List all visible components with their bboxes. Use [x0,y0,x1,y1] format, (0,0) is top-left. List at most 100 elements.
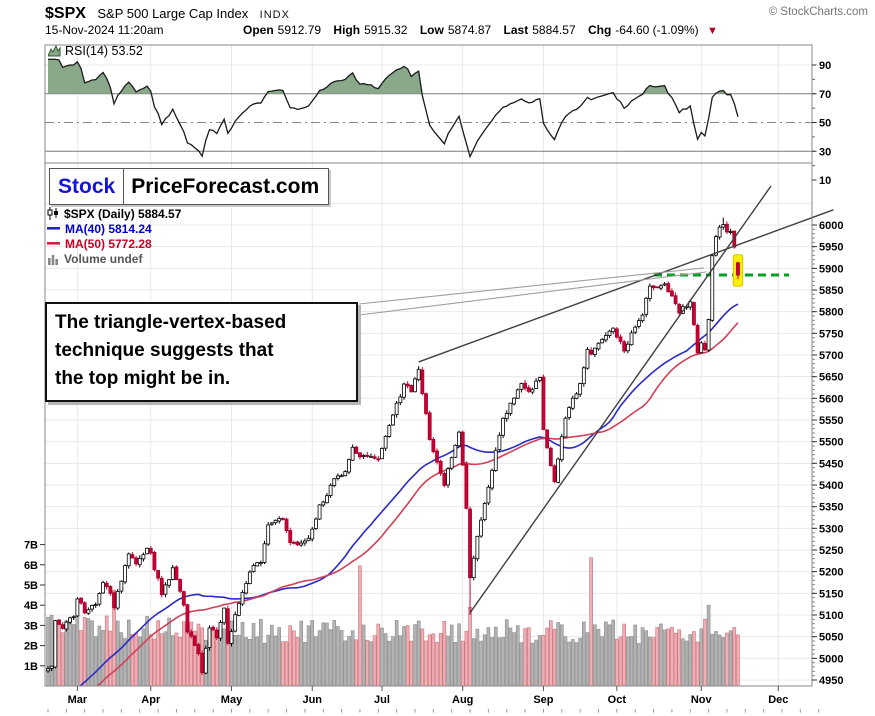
right-axis: 90 70 50 30 10 6000 5950 5900 5850 5800 5750 5700 56… [812,60,843,687]
rsi-overbought-fill [119,82,152,94]
main-chart-legend: $SPX (Daily) 5884.57 MA(40) 5814.24 MA(5… [47,206,181,266]
price-axis-label: 5400 [819,480,843,492]
price-axis-label: 5500 [819,437,843,449]
rsi-overbought-fill [48,59,112,94]
month-axis-label: May [221,694,243,706]
rsi-axis-label: 90 [819,60,831,72]
legend-symbol-line: $SPX (Daily) 5884.57 [64,206,182,221]
price-axis-label: 5450 [819,458,843,470]
month-axis-label: Mar [68,694,88,706]
steep-support-line [469,185,772,614]
callout-line-1 [358,267,705,305]
price-axis-label: 5750 [819,328,843,340]
volume-axis-label: 4B [24,600,38,612]
month-axis-label: Jul [374,694,390,706]
rsi-axis-label: 10 [819,175,831,187]
annotation-line-2: technique suggests that [55,340,274,361]
rsi-line [48,58,739,159]
price-axis-label: 5100 [819,610,843,622]
low-value: 5874.87 [447,23,492,37]
rsi-overbought-fill [266,89,285,94]
volume-layer [46,557,740,686]
price-axis-label: 5200 [819,567,843,579]
price-axis-label: 5650 [819,372,843,384]
rsi-legend-label: RSI(14) 53.52 [65,44,143,58]
rsi-legend: RSI(14) 53.52 [48,44,143,58]
price-axis-label: 5300 [819,523,843,535]
annotation-callout-box: The triangle-vertex-based technique sugg… [45,302,358,402]
chart-header: $SPX S&P 500 Large Cap Index INDX [45,5,290,23]
volume-axis-label: 6B [24,560,38,572]
volume-bars-icon [48,254,58,265]
candlestick-icon [47,207,58,220]
rsi-area-icon [48,45,61,57]
price-axis-label: 5850 [819,285,843,297]
ma50-line [96,322,739,686]
price-axis-label: 5800 [819,307,843,319]
ma40-line [79,303,739,686]
legend-volume: Volume undef [64,251,143,266]
symbol-ticker: $SPX [45,5,86,22]
rsi-panel [45,58,812,159]
volume-axis-label: 5B [24,580,38,592]
price-axis-label: 5600 [819,393,843,405]
month-axis-label: Apr [141,694,161,706]
rsi-axis-label: 30 [819,146,831,158]
price-axis-label: 5700 [819,350,843,362]
symbol-exchange: INDX [259,9,290,21]
logo-part-priceforecast: PriceForecast.com [131,174,320,198]
price-axis-label: 5050 [819,632,843,644]
chart-datetime: 15-Nov-2024 11:20am [45,23,164,37]
change-down-arrow-icon[interactable]: ▼ [707,25,718,37]
price-axis-label: 5250 [819,545,843,557]
price-axis-label: 5900 [819,263,843,275]
price-axis-label: 5350 [819,502,843,514]
price-axis-label: 5150 [819,588,843,600]
price-axis-label: 4950 [819,675,843,687]
stockcharts-copyright: © StockCharts.com [768,6,868,18]
high-value: 5915.32 [364,23,408,37]
ma50-line-icon [47,242,60,245]
month-axis-label: Nov [691,694,713,706]
last-value: 5884.57 [532,23,576,37]
price-axis-label: 6000 [819,220,843,232]
price-axis-label: 5550 [819,415,843,427]
rsi-overbought-fill [317,66,423,94]
last-label: Last [503,23,529,37]
candles-layer [46,217,737,675]
volume-axis: 7B 6B 5B 4B 3B 2B 1B [24,540,45,673]
price-axis-label: 5000 [819,653,843,665]
rsi-overbought-fill [642,85,669,94]
volume-axis-label: 2B [24,641,38,653]
ma40-line-icon [47,227,60,230]
month-axis-label: Oct [608,694,627,706]
month-axis-label: Sep [533,694,553,706]
volume-axis-label: 7B [24,540,38,552]
annotation-line-3: the top might be in. [55,368,231,389]
quote-summary-row: Open 5912.79 High 5915.32 Low 5874.87 Last 5… [243,23,718,37]
month-axis-label: Dec [768,694,788,706]
month-axis: Mar Apr May Jun Jul Aug Sep Oct Nov Dec [47,686,820,713]
month-axis-label: Jun [302,694,322,706]
low-label: Low [419,23,444,37]
logo-part-stock: Stock [50,169,125,204]
last-candle [736,261,740,280]
rsi-axis-label: 50 [819,118,831,130]
annotation-line-1: The triangle-vertex-based [55,312,287,333]
callout-line-2 [358,271,707,316]
high-label: High [333,23,361,37]
legend-ma50: MA(50) 5772.28 [65,236,152,251]
change-label: Chg [587,23,612,37]
month-axis-label: Aug [452,694,473,706]
volume-axis-label: 3B [24,620,38,632]
volume-axis-label: 1B [24,661,38,673]
legend-ma40: MA(40) 5814.24 [65,221,152,236]
change-value: -64.60 (-1.09%) [615,23,699,37]
rsi-axis-label: 70 [819,89,831,101]
stockpriceforecast-logo[interactable]: Stock PriceForecast.com [49,168,330,205]
open-value: 5912.79 [277,23,322,37]
open-label: Open [243,23,274,37]
price-axis-label: 5950 [819,242,843,254]
